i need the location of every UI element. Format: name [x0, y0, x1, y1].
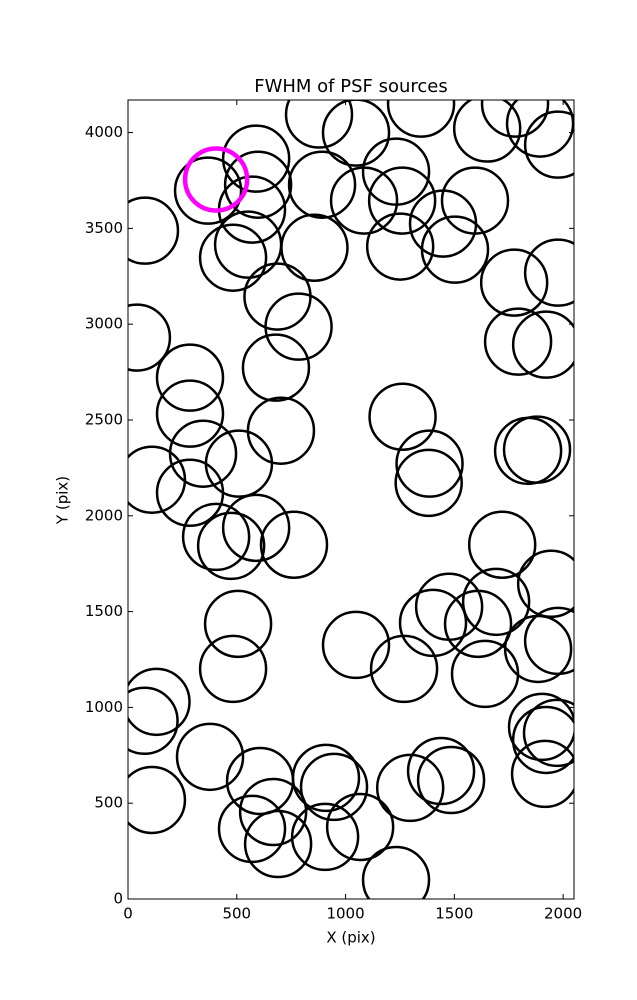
point: [175, 722, 245, 792]
point: [365, 212, 435, 281]
point: [367, 166, 437, 235]
point: [440, 166, 510, 235]
point: [299, 752, 369, 822]
x-tick-label: 1500: [435, 905, 473, 923]
y-tick-label: 2000: [85, 506, 123, 524]
point: [507, 692, 574, 762]
point: [325, 792, 395, 862]
point: [243, 809, 313, 879]
x-axis-label: X (pix): [326, 929, 375, 947]
point: [128, 303, 172, 372]
point: [155, 379, 225, 448]
y-tick-label: 2500: [85, 410, 123, 428]
y-tick-label: 1500: [85, 602, 123, 620]
y-axis-label: Y (pix): [54, 476, 72, 525]
x-tick-label: 0: [123, 905, 133, 923]
point: [181, 502, 251, 572]
plot-frame: [127, 99, 575, 900]
point: [443, 589, 513, 659]
point: [395, 429, 464, 498]
point: [523, 606, 574, 676]
point: [173, 156, 243, 225]
point: [480, 100, 550, 138]
y-tick-label: 3000: [85, 315, 123, 333]
x-tick-label: 500: [222, 905, 251, 923]
point: [291, 743, 361, 813]
point: [128, 686, 179, 756]
point: [287, 150, 357, 219]
y-tick-label: 1000: [85, 698, 123, 716]
point: [516, 549, 574, 619]
point: [321, 100, 391, 167]
y-tick-label: 0: [113, 890, 123, 908]
point: [398, 588, 468, 658]
point: [128, 667, 191, 737]
point: [128, 445, 187, 515]
chart-title: FWHM of PSF sources: [254, 76, 448, 97]
point: [264, 292, 333, 361]
point: [128, 196, 180, 265]
point: [368, 382, 437, 451]
point: [238, 777, 308, 847]
point: [511, 310, 574, 379]
point: [369, 634, 439, 704]
point: [223, 150, 293, 219]
point: [510, 739, 574, 809]
point: [182, 146, 250, 213]
point: [246, 396, 316, 465]
point: [241, 333, 311, 402]
point: [259, 510, 329, 579]
point: [406, 736, 476, 806]
point: [522, 698, 574, 768]
point: [203, 589, 273, 659]
point: [168, 419, 238, 488]
point: [505, 100, 574, 158]
point: [361, 137, 431, 206]
point: [502, 415, 572, 484]
point: [511, 705, 574, 775]
point: [461, 567, 531, 637]
point: [483, 307, 553, 376]
point: [394, 448, 463, 518]
point: [523, 238, 574, 307]
point: [479, 248, 549, 317]
point: [452, 100, 522, 163]
point: [361, 845, 431, 899]
point: [221, 493, 291, 563]
point: [280, 213, 349, 282]
point: [321, 610, 391, 680]
point: [416, 745, 486, 815]
point: [290, 802, 360, 872]
point: [196, 511, 266, 581]
y-tick-label: 500: [94, 794, 123, 812]
point: [155, 343, 225, 412]
point: [155, 458, 225, 528]
point: [450, 639, 520, 709]
point: [523, 110, 574, 179]
point: [221, 124, 291, 193]
point: [198, 223, 268, 292]
y-tick-label: 3500: [85, 219, 123, 237]
point: [128, 765, 187, 835]
x-tick-label: 1000: [326, 905, 364, 923]
plot-area: [128, 100, 574, 899]
y-tick-label: 4000: [85, 123, 123, 141]
point: [284, 100, 354, 149]
point: [198, 634, 268, 704]
point: [217, 794, 287, 864]
point: [467, 510, 537, 579]
x-tick-label: 2000: [544, 905, 582, 923]
point: [420, 215, 490, 284]
point: [375, 753, 445, 823]
